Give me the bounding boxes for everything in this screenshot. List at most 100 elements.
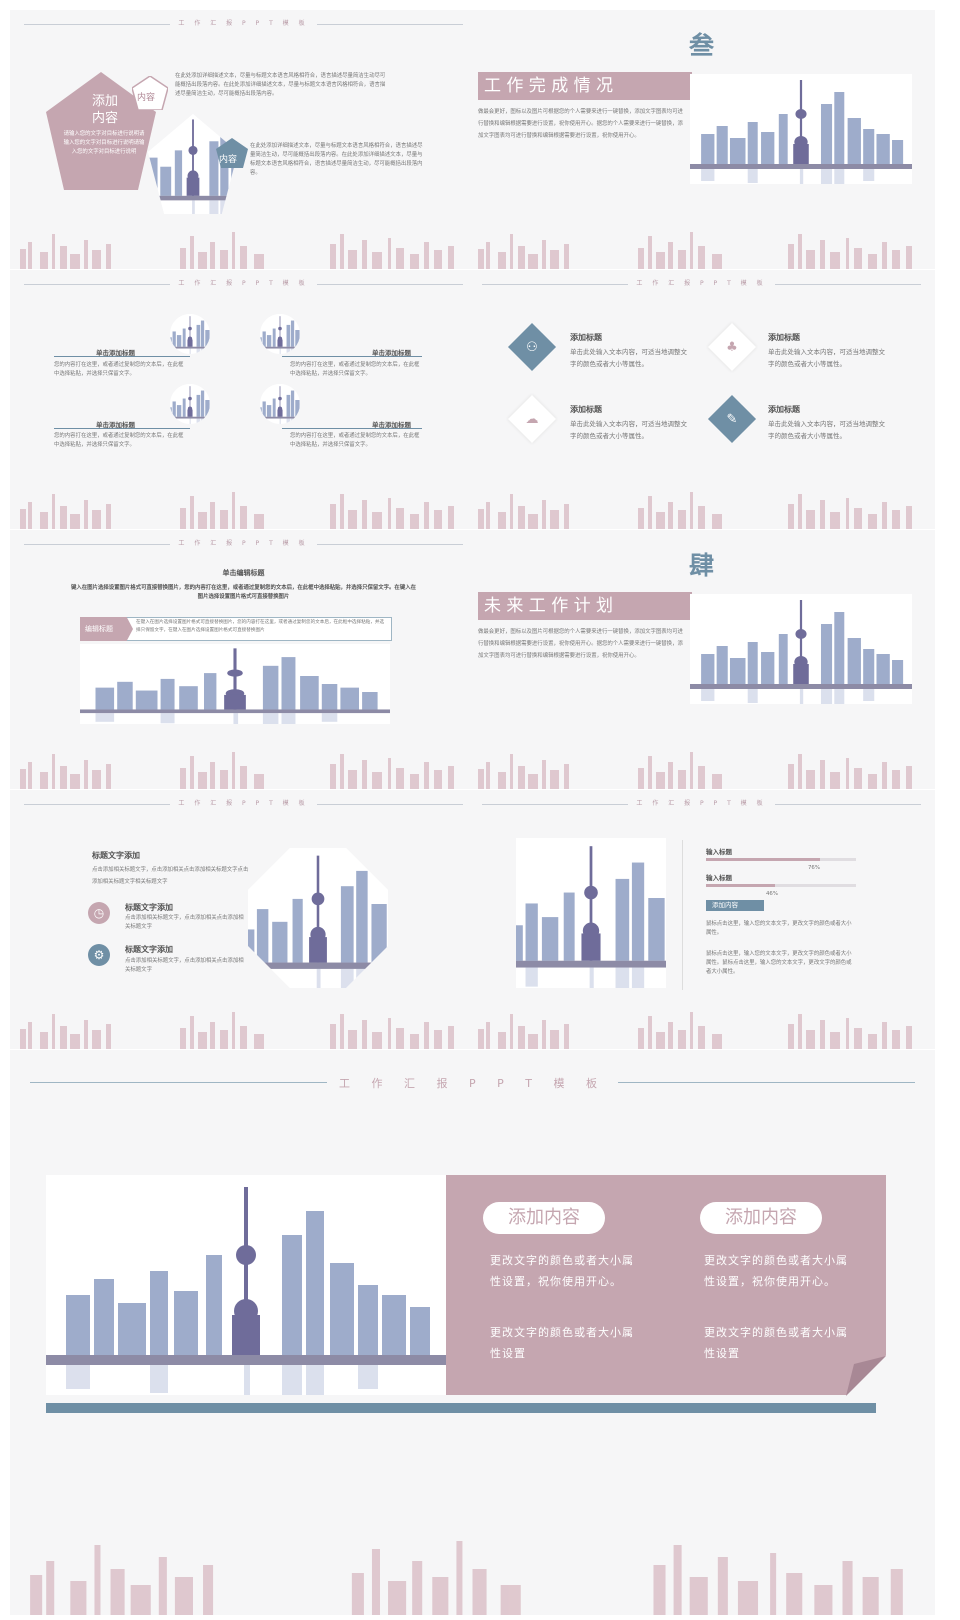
item-title: 添加标题	[768, 333, 800, 342]
header-text: 工 作 汇 报 P P T 模 板	[468, 278, 935, 287]
section-title: 未 来 工 作 计 划	[478, 592, 692, 620]
slide-subtitle: 键入在图片选择设置图片格式可直接替换图片，您的内容打在这里，或者通过复制您的文本…	[70, 585, 416, 600]
cloud-icon: ☁	[525, 411, 539, 427]
slide-8: 工 作 汇 报 P P T 模 板 输入标题 76% 输入标题 46% 添加内容…	[468, 790, 935, 1049]
skyline-decoration	[10, 1004, 470, 1049]
slide-2: 叁 工 作 完 成 情 况 做最会更好，图标以及图片可根据您的个人需要来进行一键…	[468, 10, 935, 269]
item-title: 添加标题	[768, 405, 800, 414]
slide-6: 肆 未 来 工 作 计 划 做最会更好，图标以及图片可根据您的个人需要来进行一键…	[468, 530, 935, 789]
col1-text2: 更改文字的颜色或者大小属性设置	[490, 1326, 634, 1360]
item-title: 标题文字添加	[125, 903, 173, 912]
city-photo	[690, 594, 912, 704]
gear-icon: ⚙	[88, 944, 110, 966]
paragraph-1: 在此处添加详细描述文本，尽量与标题文本语言风格相符合，语言描述尽量简洁生动尽可能…	[175, 73, 386, 97]
bar-value: 76%	[808, 865, 820, 871]
section-body: 做最会更好，图标以及图片可根据您的个人需要来进行一键替换，添加文字图表均可进行替…	[478, 109, 683, 139]
item-title: 单击添加标题	[96, 349, 135, 357]
col2-text2: 更改文字的颜色或者大小属性设置	[704, 1326, 848, 1360]
text-1: 鼠标点击这里，输入您的文本文字，更改文字的颜色或者大小属性。	[706, 921, 852, 936]
item-text: 单击此处输入文本内容，可适当地调整文字的颜色或者大小等属性。	[768, 348, 885, 368]
col2-text1: 更改文字的颜色或者大小属性设置，祝你使用开心。	[704, 1254, 848, 1288]
circle-photo	[170, 384, 210, 424]
content-tag: 添加内容	[706, 900, 764, 911]
item-text: 点击添加相关标题文字，点击添加相关点击添加相关标题文字	[125, 958, 244, 973]
big-label: 添加 内容	[91, 94, 118, 126]
progress-fill	[706, 858, 820, 861]
pill-1: 添加内容	[483, 1202, 605, 1234]
skyline-decoration	[10, 484, 470, 529]
intro-text: 请输入您的文字对目标进行说明请输入您的文字对目标进行说明请输入您的文字对目标进行…	[63, 131, 145, 155]
text-2: 鼠标点击这里，输入您的文本文字，更改文字的颜色或者大小属性。鼠标点击这里，输入您…	[706, 951, 852, 975]
item-title: 添加标题	[570, 405, 602, 414]
slide-4: 工 作 汇 报 P P T 模 板 ⚇ 添加标题 单击此处输入文本内容，可适当地…	[468, 270, 935, 529]
section-body: 做最会更好，图标以及图片可根据您的个人需要来进行一键替换，添加文字图表均可进行替…	[478, 629, 683, 659]
circle-photo	[260, 314, 300, 354]
sitemap-icon: ⚇	[526, 339, 538, 355]
header-text: 工 作 汇 报 P P T 模 板	[10, 278, 477, 287]
skyline-decoration	[468, 744, 928, 789]
slide-5: 工 作 汇 报 P P T 模 板 单击编辑标题 键入在图片选择设置图片格式可直…	[10, 530, 477, 789]
underline	[54, 428, 190, 429]
item-title: 标题文字添加	[125, 945, 173, 954]
bar-value: 46%	[766, 891, 778, 897]
skyline-decoration	[468, 484, 928, 529]
item-text: 单击此处输入文本内容，可适当地调整文字的颜色或者大小等属性。	[768, 420, 885, 440]
circle-photo	[170, 314, 210, 354]
item-text: 您的内容打在这里，或者通过复制您的文本后，在此框中选择粘贴，并选择只保留文字。	[54, 433, 184, 448]
bar-label: 输入标题	[706, 848, 732, 856]
slide-9: 工 作 汇 报 P P T 模 板 添加内容 更改文字的颜色或者大小属性设置，祝…	[10, 1050, 935, 1615]
tag: 编辑标题	[80, 617, 133, 641]
item-text: 您的内容打在这里，或者通过复制您的文本后，在此框中选择粘贴，并选择只保留文字。	[54, 362, 184, 377]
slide-title: 单击编辑标题	[222, 569, 265, 577]
section-numeral: 叁	[688, 31, 714, 60]
small-pentagon-1	[132, 76, 168, 110]
progress-track	[706, 884, 856, 887]
slide-3: 工 作 汇 报 P P T 模 板 单击添加标题 您的内容打在这里，或者通过复制…	[10, 270, 477, 529]
big-pentagon	[46, 72, 156, 190]
header-text: 工 作 汇 报 P P T 模 板	[468, 798, 935, 807]
city-photo	[516, 838, 666, 988]
circle-photo	[260, 384, 300, 424]
slide-1: 工 作 汇 报 P P T 模 板 添加 内容 请输入您的文字对目标进行说明请输…	[10, 10, 477, 269]
bottom-bar	[46, 1403, 876, 1413]
tag-text: 在键入在图片选择设置图片格式可直接替换图片，您的内容打在这里，或者通过复制您的文…	[136, 620, 385, 633]
octagon-photo	[248, 848, 388, 988]
skyline-decoration	[468, 1004, 928, 1049]
underline	[282, 356, 422, 357]
item-title: 单击添加标题	[96, 421, 135, 429]
small-pentagon-2	[216, 138, 248, 168]
tag-1: 内容	[137, 93, 156, 103]
item-title: 单击添加标题	[372, 349, 411, 357]
underline	[54, 356, 190, 357]
header-text: 工 作 汇 报 P P T 模 板	[10, 538, 477, 547]
progress-fill	[706, 884, 775, 887]
item-text: 您的内容打在这里，或者通过复制您的文本后，在此框中选择粘贴，并选择只保留文字。	[290, 362, 420, 377]
item-title: 添加标题	[570, 333, 602, 342]
paragraph-2: 在此处添加详细描述文本，尽量与标题文本语言风格相符合，语言描述尽量简洁生动，尽可…	[250, 143, 423, 176]
skyline-decoration	[10, 744, 470, 789]
city-photo	[46, 1175, 446, 1395]
skyline-decoration	[10, 1525, 935, 1615]
acorn-icon: ♣	[726, 339, 738, 355]
slide-7: 工 作 汇 报 P P T 模 板 标题文字添加 点击添加相关标题文字，点击添加…	[10, 790, 477, 1049]
item-text: 点击添加相关标题文字，点击添加相关点击添加相关标题文字	[125, 915, 244, 930]
skyline-decoration	[468, 224, 928, 269]
clock-icon: ◷	[88, 902, 110, 924]
pill-2: 添加内容	[700, 1202, 822, 1234]
city-photo	[80, 644, 390, 724]
item-title: 单击添加标题	[372, 421, 411, 429]
divider	[682, 840, 683, 990]
col1-text1: 更改文字的颜色或者大小属性设置，祝你使用开心。	[490, 1254, 634, 1288]
pencil-icon: ✎	[726, 411, 738, 427]
item-text: 您的内容打在这里，或者通过复制您的文本后，在此框中选择粘贴，并选择只保留文字。	[290, 433, 420, 448]
section-numeral: 肆	[688, 551, 714, 580]
tag-2: 内容	[219, 155, 238, 165]
header-text: 工 作 汇 报 P P T 模 板	[10, 1075, 935, 1091]
item-text: 单击此处输入文本内容，可适当地调整文字的颜色或者大小等属性。	[570, 420, 687, 440]
city-photo	[690, 74, 912, 184]
section-title: 工 作 完 成 情 况	[478, 72, 692, 100]
item-text: 单击此处输入文本内容，可适当地调整文字的颜色或者大小等属性。	[570, 348, 687, 368]
header-text: 工 作 汇 报 P P T 模 板	[10, 18, 477, 27]
block-title: 标题文字添加	[92, 851, 140, 860]
skyline-decoration	[10, 224, 470, 269]
